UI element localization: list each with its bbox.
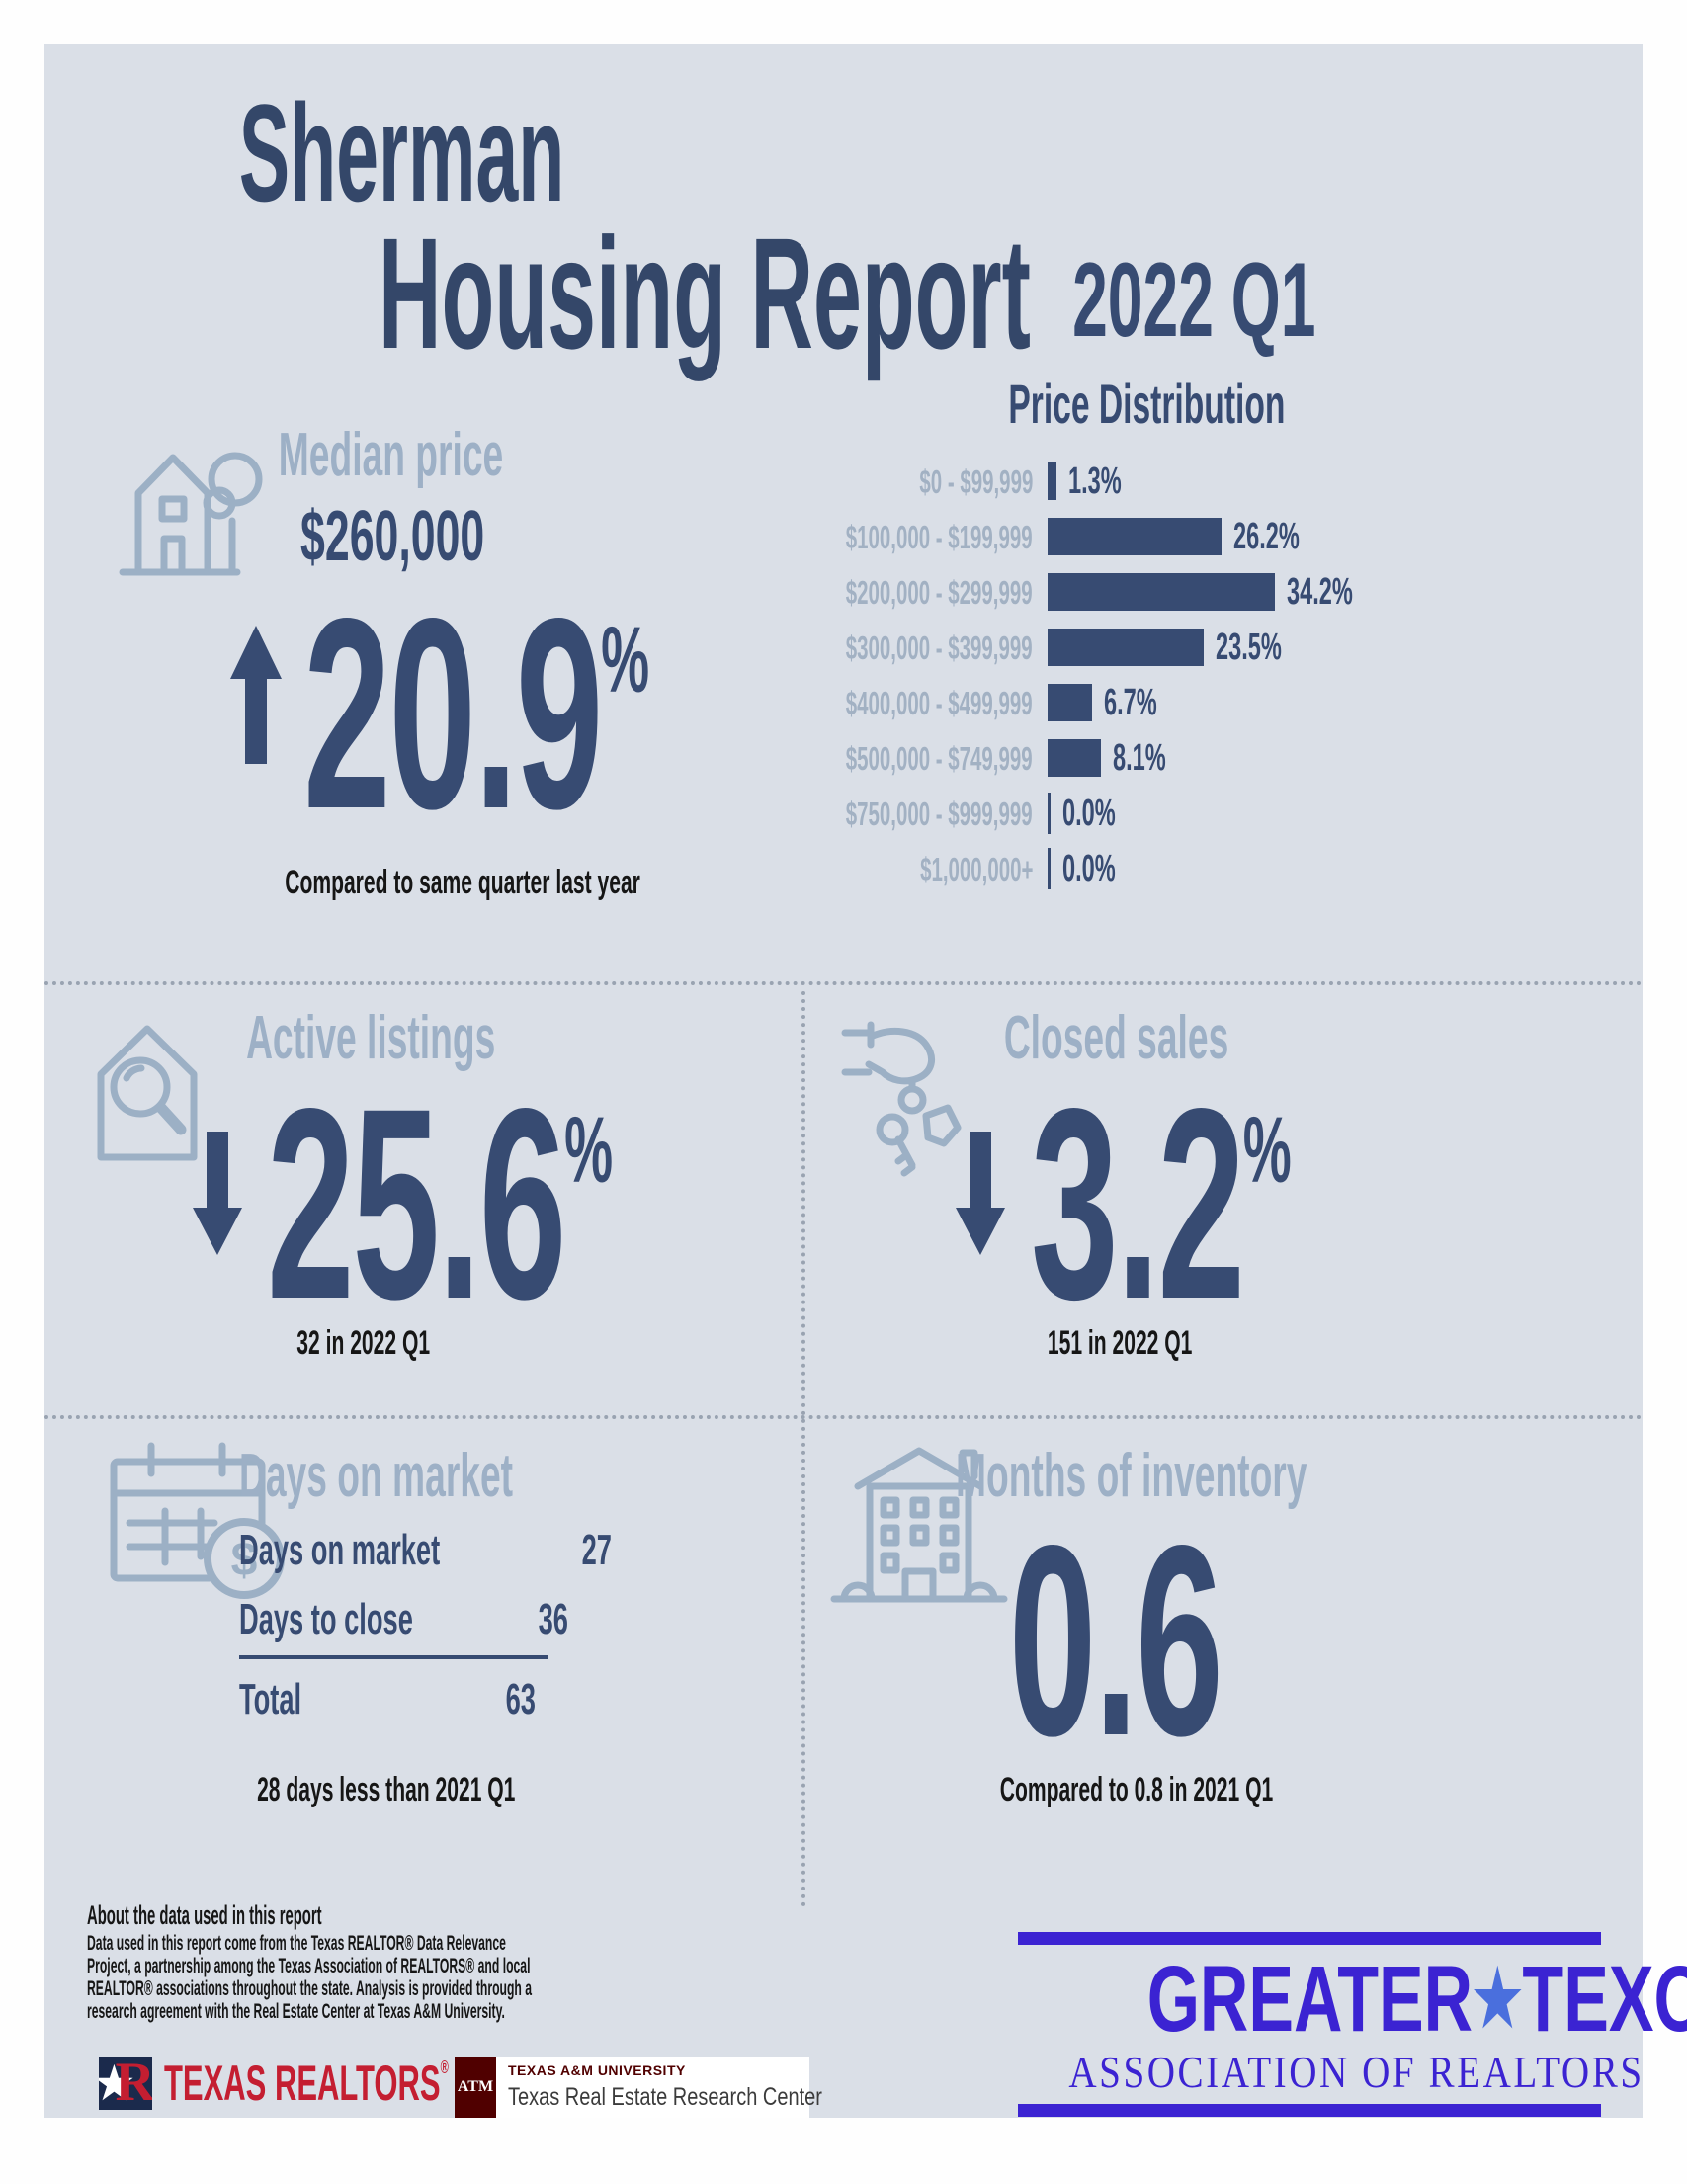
days-on-market-heading: Days on market xyxy=(239,1442,514,1510)
median-price-value: $260,000 xyxy=(299,497,485,576)
texoma-top-bar xyxy=(1018,1932,1601,1945)
price-bar xyxy=(1048,793,1051,834)
price-bar-value: 34.2% xyxy=(1287,571,1353,613)
apartment-building-icon xyxy=(830,1441,1008,1609)
tamu-research-center-logo: ATM TEXAS A&M UNIVERSITY Texas Real Esta… xyxy=(455,2057,822,2118)
price-distribution-chart: $0 - $99,999 1.3% $100,000 - $199,999 26.2%… xyxy=(598,454,1448,896)
price-bar-value: 23.5% xyxy=(1216,627,1282,668)
closed-sales-note: 151 in 2022 Q1 xyxy=(1047,1324,1193,1362)
greater-texoma-logo: GREATER★TEXOMA ASSOCIATION OF REALTORS xyxy=(1018,1932,1687,2118)
star-icon: ★ xyxy=(99,2057,136,2110)
price-bar xyxy=(1048,462,1056,500)
texoma-association-label: ASSOCIATION OF REALTORS xyxy=(1068,2047,1645,2097)
months-of-inventory-heading: Months of inventory xyxy=(956,1442,1307,1510)
price-range-label: $750,000 - $999,999 xyxy=(846,795,1033,832)
price-distribution-row: $750,000 - $999,999 0.0% xyxy=(598,786,1448,841)
house-tree-icon xyxy=(119,428,267,576)
price-bar xyxy=(1048,573,1275,611)
price-distribution-row: $1,000,000+ 0.0% xyxy=(598,841,1448,896)
report-title: Housing Report xyxy=(378,205,1031,381)
price-distribution-row: $200,000 - $299,999 34.2% xyxy=(598,564,1448,620)
report-card: Sherman Housing Report 2022 Q1 Median pr… xyxy=(44,44,1687,2118)
active-listings-change: 25.6% xyxy=(267,1052,614,1356)
hand-keys-icon xyxy=(841,1015,962,1199)
median-price-change: 20.9% xyxy=(303,562,650,866)
horizontal-divider-bottom xyxy=(44,1415,1643,1419)
median-price-heading: Median price xyxy=(278,421,503,489)
price-distribution-row: $100,000 - $199,999 26.2% xyxy=(598,509,1448,564)
price-distribution-row: $300,000 - $399,999 23.5% xyxy=(598,620,1448,675)
price-bar-value: 8.1% xyxy=(1113,737,1167,779)
house-search-icon xyxy=(92,1015,203,1165)
price-range-label: $300,000 - $399,999 xyxy=(846,629,1033,666)
down-arrow-icon xyxy=(956,1132,1005,1260)
days-to-close-row: Days to close 36 xyxy=(239,1595,568,1643)
price-range-label: $1,000,000+ xyxy=(919,850,1033,887)
days-on-market-note: 28 days less than 2021 Q1 xyxy=(257,1771,516,1808)
vertical-divider xyxy=(801,991,805,1907)
report-quarter: 2022 Q1 xyxy=(1072,240,1316,359)
about-body: Data used in this report come from the T… xyxy=(87,1932,532,2023)
days-on-market-row: Days on market 27 xyxy=(239,1526,612,1574)
report-city-title: Sherman xyxy=(238,75,565,230)
up-arrow-icon xyxy=(230,626,282,769)
price-bar xyxy=(1048,684,1093,721)
texas-realtors-logo: ★ R TEXAS REALTORS® xyxy=(99,2057,623,2110)
texoma-name: GREATER★TEXOMA xyxy=(1146,1947,1687,2052)
active-listings-heading: Active listings xyxy=(245,1004,496,1072)
texas-realtors-mark-icon: ★ R xyxy=(99,2057,152,2110)
price-bar xyxy=(1048,518,1223,555)
price-bar xyxy=(1048,629,1205,666)
price-bar-value: 0.0% xyxy=(1062,848,1116,889)
price-range-label: $100,000 - $199,999 xyxy=(846,518,1033,555)
tamu-center-label: Texas Real Estate Research Center xyxy=(508,2082,822,2111)
price-distribution-row: $400,000 - $499,999 6.7% xyxy=(598,675,1448,730)
calendar-dollar-icon: $ xyxy=(104,1438,292,1606)
months-of-inventory-note: Compared to 0.8 in 2021 Q1 xyxy=(999,1771,1274,1808)
price-distribution-title: Price Distribution xyxy=(1008,373,1286,435)
svg-text:$: $ xyxy=(231,1534,258,1586)
price-bar-value: 1.3% xyxy=(1067,461,1122,502)
price-range-label: $0 - $99,999 xyxy=(919,462,1033,500)
closed-sales-heading: Closed sales xyxy=(1004,1004,1229,1072)
about-heading: About the data used in this report xyxy=(87,1900,322,1930)
closed-sales-change: 3.2% xyxy=(1031,1052,1292,1356)
days-total-row: Total 63 xyxy=(239,1675,536,1723)
price-bar-value: 6.7% xyxy=(1104,682,1157,723)
price-range-label: $400,000 - $499,999 xyxy=(846,684,1033,721)
tamu-university-label: TEXAS A&M UNIVERSITY xyxy=(508,2062,686,2078)
price-range-label: $500,000 - $749,999 xyxy=(846,739,1033,777)
price-distribution-row: $500,000 - $749,999 8.1% xyxy=(598,730,1448,786)
tamu-monogram-icon: ATM xyxy=(455,2057,496,2118)
median-price-note: Compared to same quarter last year xyxy=(285,864,640,901)
price-bar-value: 0.0% xyxy=(1062,793,1116,834)
texoma-star-icon: ★ xyxy=(1473,1955,1523,2042)
price-range-label: $200,000 - $299,999 xyxy=(846,573,1033,611)
months-of-inventory-value: 0.6 xyxy=(1008,1489,1223,1793)
horizontal-divider-top xyxy=(44,981,1643,985)
down-arrow-icon xyxy=(193,1132,242,1260)
price-bar xyxy=(1048,848,1051,889)
letter-r-mark: R xyxy=(115,2057,152,2110)
active-listings-note: 32 in 2022 Q1 xyxy=(296,1324,431,1362)
price-bar xyxy=(1048,739,1102,777)
days-total-rule xyxy=(239,1655,548,1659)
price-bar-value: 26.2% xyxy=(1233,516,1300,557)
price-distribution-row: $0 - $99,999 1.3% xyxy=(598,454,1448,509)
texoma-bottom-bar xyxy=(1018,2104,1601,2118)
